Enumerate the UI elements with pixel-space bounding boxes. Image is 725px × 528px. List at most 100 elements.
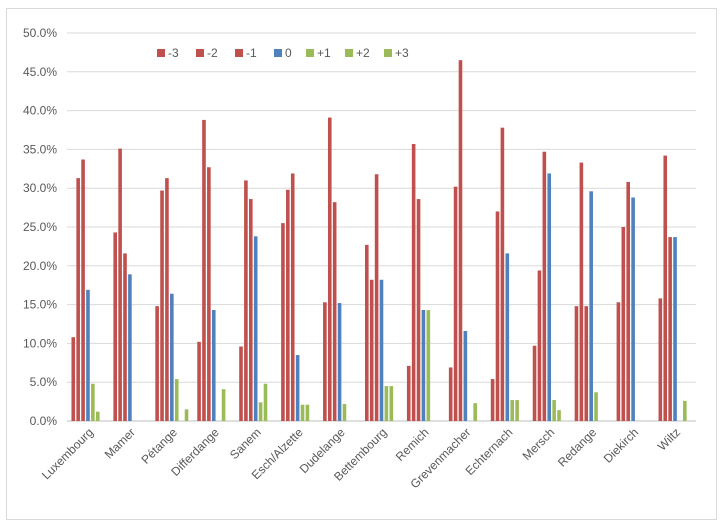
bar-p-tange-series-+1 — [174, 379, 179, 421]
bar-grevenmacher-series-+2 — [473, 403, 477, 421]
bar-mamer-series--1 — [123, 253, 127, 421]
x-tick-label: Mersch — [520, 425, 558, 463]
x-tick-label: Wiltz — [655, 425, 683, 453]
y-tick-label: 50.0% — [23, 26, 57, 40]
legend-swatch — [384, 49, 392, 57]
bar-redange-series--2 — [579, 162, 584, 422]
x-tick-label: Mamer — [102, 425, 138, 461]
bar-bettembourg-series--1 — [374, 174, 379, 421]
bar-esch-alzette-series--3 — [281, 223, 285, 421]
legend-swatch — [235, 49, 243, 57]
bar-echternach-series-+1 — [510, 400, 514, 421]
x-tick-label: Luxembourg — [39, 425, 96, 482]
bar-esch-alzette-series-0 — [295, 355, 300, 421]
bar-mersch-series-0 — [547, 173, 552, 421]
bar-wiltz-series-+2 — [683, 400, 687, 421]
chart-svg: 0.0% 5.0% 10.0% 15.0% 20.0% 25.0% 30.0% 35.0% 40… — [23, 26, 696, 491]
bar-dudelange-series-+1 — [342, 403, 347, 421]
y-tick-label: 25.0% — [23, 220, 57, 234]
legend-swatch — [157, 49, 165, 57]
bar-dudelange-series--1 — [332, 202, 337, 421]
bar-grevenmacher-series-0 — [463, 330, 468, 421]
bar-bettembourg-series--3 — [365, 244, 369, 421]
legend-swatch — [306, 49, 314, 57]
bar-luxembourg-series--3 — [71, 337, 76, 421]
bar-sanem-series-0 — [253, 236, 258, 421]
bar-p-tange-series--2 — [160, 190, 164, 421]
bar-luxembourg-series-+1 — [91, 383, 95, 421]
bar-echternach-series-0 — [505, 253, 510, 421]
bar-bettembourg-series--2 — [369, 279, 374, 421]
bar-luxembourg-series--1 — [81, 159, 85, 421]
bar-mersch-series--1 — [542, 151, 547, 421]
bar-differdange-series-0 — [211, 310, 216, 421]
bar-mersch-series--2 — [537, 270, 542, 421]
bar-sanem-series--3 — [239, 346, 243, 421]
bar-p-tange-series--1 — [165, 178, 169, 421]
legend-label: -1 — [246, 46, 257, 60]
legend-label: +1 — [317, 46, 331, 60]
bar-wiltz-series--3 — [658, 298, 663, 421]
legend-label: +2 — [356, 46, 370, 60]
bar-mersch-series-+2 — [557, 410, 561, 421]
bar-mersch-series-+1 — [552, 400, 556, 421]
legend-swatch — [274, 49, 282, 57]
bar-echternach-series--3 — [490, 379, 495, 421]
bar-diekirch-series-0 — [631, 197, 635, 421]
y-tick-label: 40.0% — [23, 104, 57, 118]
bar-p-tange-series-0 — [170, 293, 174, 421]
bar-mersch-series--3 — [532, 345, 537, 421]
bar-bettembourg-series-0 — [379, 279, 384, 421]
y-tick-label: 0.0% — [30, 414, 58, 428]
x-tick-label: Diekirch — [601, 425, 642, 466]
y-axis-ticks: 0.0% 5.0% 10.0% 15.0% 20.0% 25.0% 30.0% 35.0% 40… — [23, 26, 57, 428]
bar-diekirch-series--2 — [621, 227, 626, 421]
bar-esch-alzette-series-+1 — [300, 404, 305, 421]
bar-luxembourg-series-+2 — [95, 411, 100, 421]
legend: -3 -2 -1 0 +1 +2 +3 — [157, 46, 409, 60]
bar-mamer-series-0 — [128, 274, 132, 421]
y-tick-label: 10.0% — [23, 336, 57, 350]
x-tick-label: Sanem — [227, 425, 264, 462]
x-tick-label: Remich — [393, 425, 432, 464]
bar-bettembourg-series-+2 — [389, 386, 394, 421]
legend-label: -2 — [207, 46, 218, 60]
x-tick-label: Redange — [555, 425, 600, 470]
legend-label: +3 — [395, 46, 409, 60]
bar-sanem-series--2 — [244, 180, 248, 421]
bar-remich-series-0 — [421, 310, 426, 421]
bar-esch-alzette-series-+2 — [305, 404, 310, 421]
bar-luxembourg-series--2 — [76, 178, 80, 421]
bar-p-tange-series--3 — [155, 306, 159, 421]
y-tick-label: 35.0% — [23, 142, 57, 156]
bar-redange-series-0 — [589, 191, 593, 421]
y-tick-label: 5.0% — [30, 375, 58, 389]
bar-sanem-series-+2 — [263, 383, 268, 421]
bar-echternach-series-+2 — [515, 400, 519, 421]
legend-swatch — [345, 49, 353, 57]
bar-wiltz-series--2 — [663, 155, 668, 421]
bar-echternach-series--1 — [500, 127, 505, 421]
legend-swatch — [196, 49, 204, 57]
bar-differdange-series--1 — [207, 167, 211, 421]
bar-remich-series--3 — [406, 365, 411, 421]
bar-luxembourg-series-0 — [86, 289, 90, 421]
y-tick-label: 15.0% — [23, 298, 57, 312]
x-tick-label: Pétange — [138, 425, 180, 467]
bar-redange-series--1 — [584, 306, 589, 421]
bar-echternach-series--2 — [495, 211, 500, 421]
bar-sanem-series--1 — [249, 199, 253, 421]
bar-sanem-series-+1 — [258, 402, 263, 421]
bar-differdange-series--2 — [202, 119, 206, 422]
bar-bettembourg-series-+1 — [384, 386, 389, 421]
bar-dudelange-series--3 — [323, 302, 327, 421]
bar-differdange-series-+2 — [221, 389, 226, 421]
bar-wiltz-series--1 — [668, 237, 672, 421]
bar-grevenmacher-series--2 — [453, 186, 458, 421]
bar-grevenmacher-series--3 — [448, 367, 453, 421]
bar-grevenmacher-series--1 — [458, 60, 463, 421]
bar-diekirch-series--3 — [616, 302, 621, 421]
y-tick-label: 45.0% — [23, 65, 57, 79]
chart-frame: 0.0% 5.0% 10.0% 15.0% 20.0% 25.0% 30.0% 35.0% 40… — [6, 8, 717, 520]
